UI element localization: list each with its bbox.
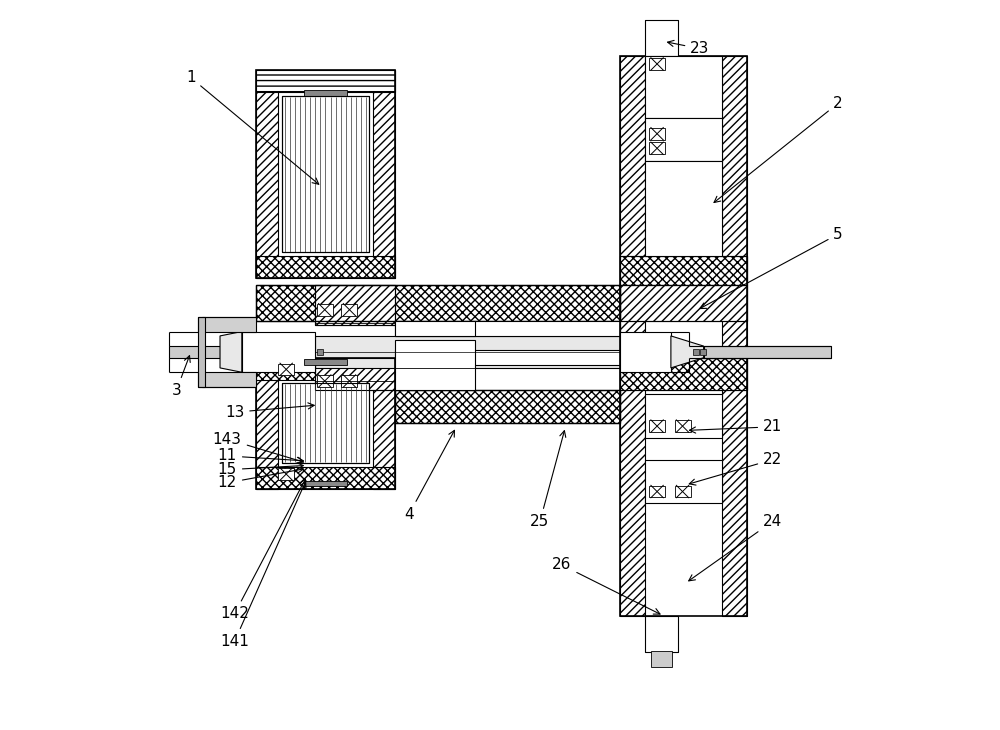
Bar xyxy=(282,96,369,253)
Bar xyxy=(395,391,620,423)
Bar xyxy=(317,304,333,315)
Bar xyxy=(341,375,357,387)
Bar xyxy=(649,128,665,139)
Polygon shape xyxy=(645,20,659,56)
Polygon shape xyxy=(373,358,395,488)
Bar xyxy=(282,96,369,253)
Bar xyxy=(256,71,395,277)
Bar xyxy=(649,58,665,70)
Polygon shape xyxy=(249,317,256,387)
Bar xyxy=(395,350,620,365)
Bar xyxy=(395,339,475,391)
Bar xyxy=(645,616,678,652)
Text: 141: 141 xyxy=(220,481,306,649)
Text: 21: 21 xyxy=(689,419,782,434)
Bar xyxy=(649,142,665,154)
Polygon shape xyxy=(620,285,747,321)
Text: 142: 142 xyxy=(220,479,305,621)
Polygon shape xyxy=(169,346,220,358)
Bar xyxy=(202,317,256,331)
Bar xyxy=(317,349,323,355)
Text: 3: 3 xyxy=(172,356,190,398)
Bar xyxy=(304,480,347,486)
Text: 143: 143 xyxy=(213,431,303,464)
Polygon shape xyxy=(671,336,704,368)
Text: 25: 25 xyxy=(530,431,566,529)
Polygon shape xyxy=(256,71,395,92)
Bar xyxy=(315,285,395,325)
Bar xyxy=(645,394,722,438)
Bar xyxy=(645,56,722,118)
Bar xyxy=(645,161,722,256)
Polygon shape xyxy=(722,56,747,616)
Bar xyxy=(620,358,747,391)
Text: 2: 2 xyxy=(714,96,843,202)
Polygon shape xyxy=(665,20,678,56)
Bar xyxy=(645,118,722,161)
Bar xyxy=(651,651,672,666)
Polygon shape xyxy=(256,285,620,321)
Text: 4: 4 xyxy=(404,431,454,521)
Polygon shape xyxy=(256,256,395,277)
Bar xyxy=(256,358,395,488)
Text: 23: 23 xyxy=(668,40,710,56)
Polygon shape xyxy=(645,616,659,652)
Bar xyxy=(649,485,665,497)
Bar xyxy=(304,90,347,96)
Polygon shape xyxy=(665,616,678,652)
Bar xyxy=(675,485,691,497)
Polygon shape xyxy=(620,56,645,616)
Bar xyxy=(645,460,722,503)
Text: 15: 15 xyxy=(218,462,303,477)
Bar xyxy=(645,20,678,56)
Bar xyxy=(395,321,475,336)
Bar xyxy=(315,358,395,391)
Text: 12: 12 xyxy=(218,467,303,491)
Polygon shape xyxy=(315,358,395,391)
Bar xyxy=(278,468,294,480)
Bar xyxy=(700,349,706,355)
Bar xyxy=(620,285,747,321)
Polygon shape xyxy=(620,331,671,372)
Polygon shape xyxy=(620,358,747,391)
Text: 5: 5 xyxy=(700,226,843,309)
Text: 22: 22 xyxy=(689,452,782,485)
Bar xyxy=(315,336,620,368)
Polygon shape xyxy=(220,331,242,372)
Bar xyxy=(198,317,205,387)
Bar xyxy=(278,364,294,375)
Polygon shape xyxy=(373,71,395,277)
Bar xyxy=(341,304,357,315)
Polygon shape xyxy=(395,391,620,423)
Bar xyxy=(317,375,333,387)
Text: 24: 24 xyxy=(689,514,782,581)
Polygon shape xyxy=(315,285,395,325)
Text: 11: 11 xyxy=(218,448,303,464)
Polygon shape xyxy=(242,331,315,372)
Bar xyxy=(620,256,747,285)
Bar xyxy=(282,383,369,463)
Polygon shape xyxy=(620,256,747,285)
Bar xyxy=(282,383,369,463)
Polygon shape xyxy=(256,466,395,488)
Polygon shape xyxy=(256,358,278,488)
Text: 1: 1 xyxy=(186,70,319,184)
Bar xyxy=(256,285,620,321)
Bar xyxy=(620,56,747,616)
Bar xyxy=(395,321,620,336)
Polygon shape xyxy=(256,71,278,277)
Bar xyxy=(202,372,256,387)
Polygon shape xyxy=(704,346,831,358)
Bar xyxy=(649,420,665,432)
Text: 13: 13 xyxy=(225,403,314,420)
Bar xyxy=(304,359,347,365)
Polygon shape xyxy=(256,358,395,380)
Text: 26: 26 xyxy=(552,558,660,614)
Bar xyxy=(693,349,699,355)
Bar xyxy=(675,420,691,432)
